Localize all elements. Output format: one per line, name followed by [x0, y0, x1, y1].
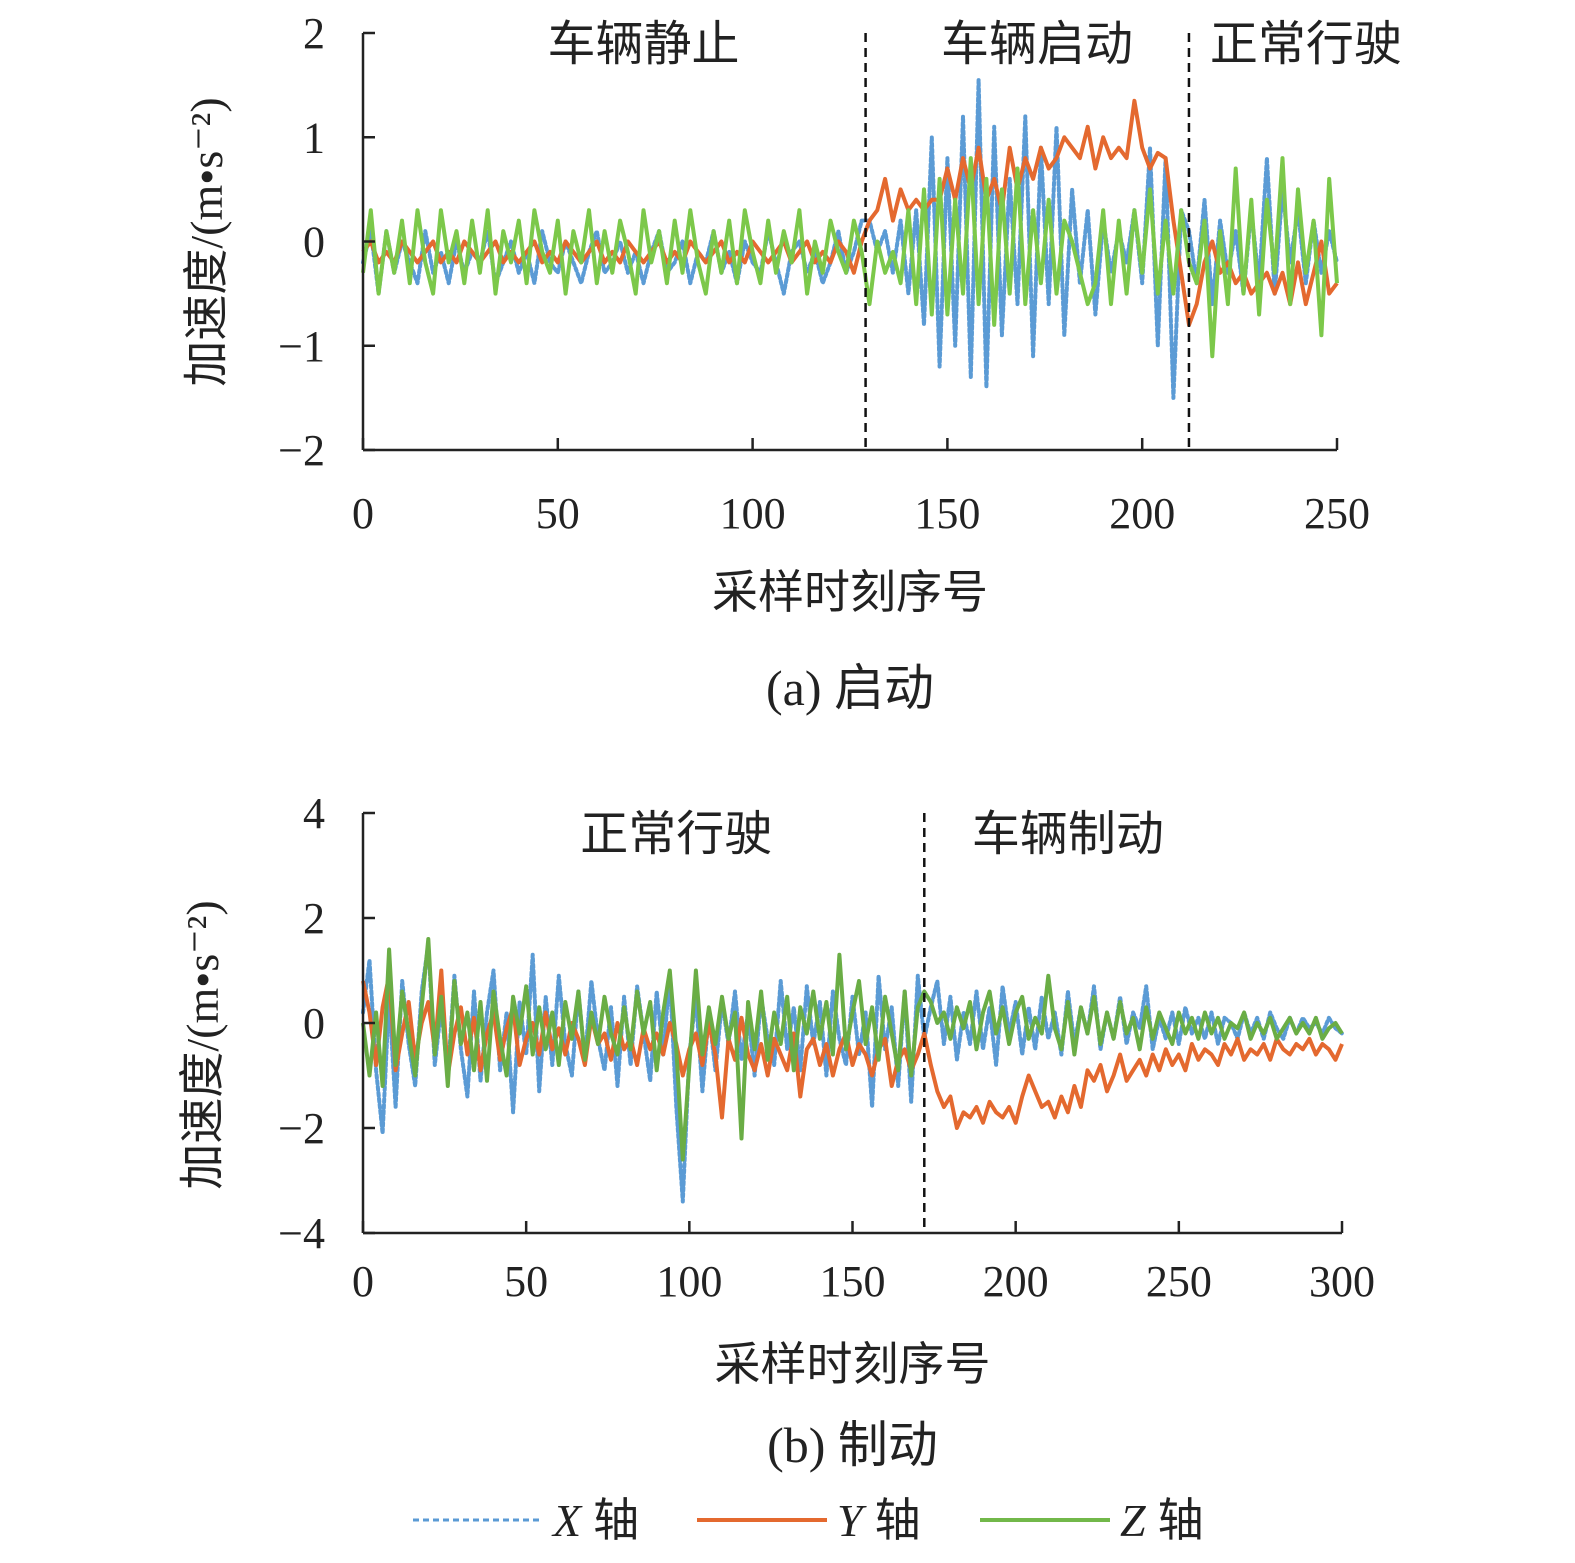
- phase-label: 车辆制动: [972, 808, 1164, 861]
- series-line-y-axis: [361, 968, 1344, 1130]
- x-tick-label: 100: [656, 1257, 722, 1306]
- legend-axis-suffix: 轴: [875, 1495, 921, 1546]
- y-tick-label: 4: [303, 789, 325, 838]
- x-tick-label: 150: [914, 489, 980, 538]
- y-tick-label: 1: [303, 113, 325, 162]
- y-tick-label: −2: [278, 426, 325, 475]
- series-line-z-axis: [361, 156, 1339, 359]
- x-axis-label: 采样时刻序号: [715, 1339, 991, 1390]
- y-tick-label: −2: [278, 1104, 325, 1153]
- legend-axis-name: Z: [1120, 1495, 1146, 1546]
- x-tick-label: 50: [504, 1257, 548, 1306]
- x-tick-label: 250: [1304, 489, 1370, 538]
- x-axis-label: 采样时刻序号: [712, 567, 988, 618]
- y-tick-label: −4: [278, 1209, 325, 1258]
- y-tick-label: 2: [303, 9, 325, 58]
- phase-label: 正常行驶: [580, 808, 772, 861]
- series-line-x-axis: [361, 942, 1344, 1204]
- y-tick-label: 0: [303, 999, 325, 1048]
- chart-caption: (a) 启动: [766, 660, 934, 716]
- chart-caption: (b) 制动: [767, 1417, 938, 1473]
- phase-label: 车辆启动: [941, 18, 1133, 71]
- y-tick-label: 0: [303, 218, 325, 267]
- x-tick-label: 150: [820, 1257, 886, 1306]
- x-tick-label: 0: [352, 1257, 374, 1306]
- x-tick-label: 0: [352, 489, 374, 538]
- x-tick-label: 250: [1146, 1257, 1212, 1306]
- legend-axis-suffix: 轴: [593, 1495, 639, 1546]
- x-tick-label: 300: [1309, 1257, 1375, 1306]
- legend-axis-name: X: [551, 1495, 583, 1546]
- phase-label: 正常行驶: [1210, 18, 1402, 71]
- y-tick-label: −1: [278, 322, 325, 371]
- x-tick-label: 100: [720, 489, 786, 538]
- y-axis-label: 加速度/(m•s⁻²): [181, 97, 232, 386]
- y-axis-label: 加速度/(m•s⁻²): [177, 900, 228, 1189]
- series-line-z-axis: [361, 937, 1344, 1162]
- x-tick-label: 200: [1109, 489, 1175, 538]
- legend-axis-name: Y: [837, 1495, 867, 1546]
- chart-a-startup: 2 1 0 −1 −2 0 50 100 150 200 250 车辆静止 车辆启动 正常行驶采样时刻序号…: [181, 9, 1402, 716]
- series-line-y-axis: [361, 98, 1339, 327]
- legend-axis-suffix: 轴: [1158, 1495, 1204, 1546]
- y-tick-label: 2: [303, 894, 325, 943]
- phase-label: 车辆静止: [548, 18, 740, 71]
- x-tick-label: 200: [983, 1257, 1049, 1306]
- x-tick-label: 50: [536, 489, 580, 538]
